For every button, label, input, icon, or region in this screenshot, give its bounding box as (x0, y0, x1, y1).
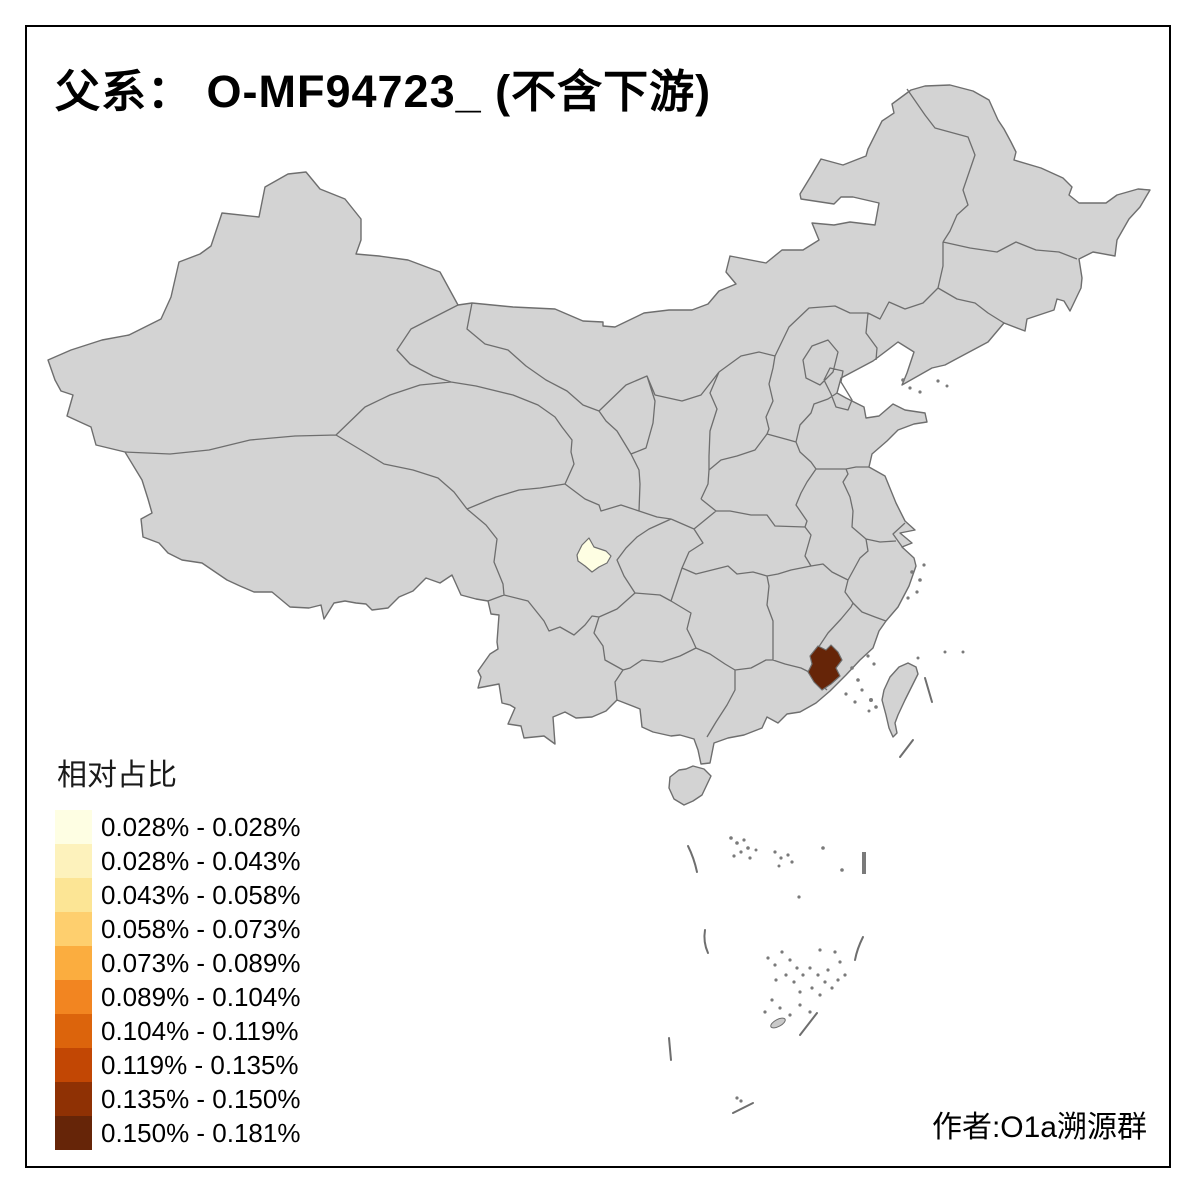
legend-item: 0.058% - 0.073% (55, 912, 300, 946)
legend-swatch (55, 1014, 92, 1048)
legend-label: 0.119% - 0.135% (101, 1049, 299, 1080)
legend-item: 0.073% - 0.089% (55, 946, 300, 980)
legend-item: 0.119% - 0.135% (55, 1048, 300, 1082)
legend-item: 0.089% - 0.104% (55, 980, 300, 1014)
legend-swatch (55, 1082, 92, 1116)
legend-items: 0.028% - 0.028% 0.028% - 0.043% 0.043% - 0… (55, 810, 300, 1150)
hainan-island (668, 765, 712, 806)
legend-swatch (55, 878, 92, 912)
province-borders (124, 88, 1078, 738)
legend-label: 0.089% - 0.104% (101, 981, 301, 1012)
legend-swatch (55, 810, 92, 844)
legend-swatch (55, 980, 92, 1014)
legend-label: 0.043% - 0.058% (101, 879, 301, 910)
page-title: 父系： O-MF94723_ (不含下游) (55, 66, 712, 117)
mainland-china-shape (47, 84, 1151, 765)
legend-item: 0.043% - 0.058% (55, 878, 300, 912)
highlight-region-fujian-southwest (807, 644, 843, 691)
legend-item: 0.135% - 0.150% (55, 1082, 300, 1116)
legend-swatch (55, 1048, 92, 1082)
legend-item: 0.104% - 0.119% (55, 1014, 300, 1048)
legend: 相对占比 0.028% - 0.028% 0.028% - 0.043% 0.043… (55, 750, 300, 1150)
legend-label: 0.058% - 0.073% (101, 913, 301, 944)
legend-label: 0.073% - 0.089% (101, 947, 301, 978)
legend-swatch (55, 844, 92, 878)
south-china-sea-islands (668, 677, 933, 1114)
attribution-text: 作者:O1a溯源群 (931, 1111, 1147, 1144)
legend-label: 0.028% - 0.043% (101, 845, 301, 876)
legend-item: 0.150% - 0.181% (55, 1116, 300, 1150)
legend-swatch (55, 1116, 92, 1150)
legend-swatch (55, 912, 92, 946)
taiwan-island (881, 662, 919, 738)
legend-label: 0.104% - 0.119% (101, 1015, 299, 1046)
legend-item: 0.028% - 0.028% (55, 810, 300, 844)
legend-title: 相对占比 (57, 759, 177, 792)
highlight-region-sichuan-chengdu (576, 537, 612, 573)
legend-swatch (55, 946, 92, 980)
legend-label: 0.150% - 0.181% (101, 1117, 301, 1148)
coastal-islands (844, 378, 965, 713)
legend-item: 0.028% - 0.043% (55, 844, 300, 878)
legend-label: 0.028% - 0.028% (101, 811, 301, 842)
legend-label: 0.135% - 0.150% (101, 1083, 301, 1114)
